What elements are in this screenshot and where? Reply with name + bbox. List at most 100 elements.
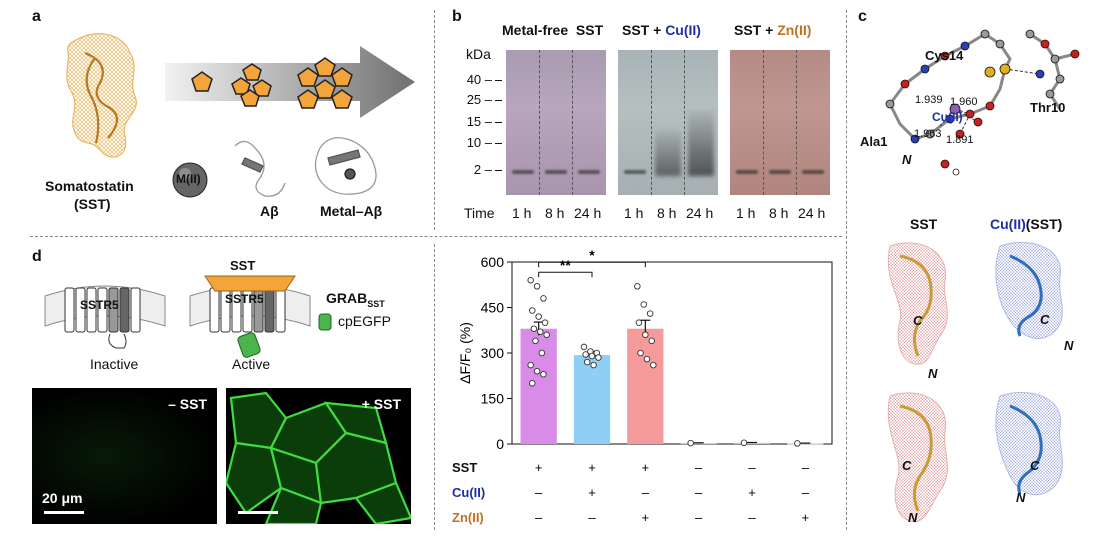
distance-4: 1.891: [946, 134, 974, 146]
term-c-sst-bottom: C: [902, 458, 912, 473]
time-1h: 1 h: [512, 205, 532, 221]
y-tick-label: 600: [481, 254, 505, 270]
sstr5-diagram: [44, 275, 332, 358]
divider-ab: [434, 10, 435, 230]
lane-separator: [684, 50, 685, 195]
data-point: [533, 283, 541, 290]
abeta-ribbon-icon: [234, 140, 286, 197]
condition-mark: +: [588, 485, 596, 500]
chart-frame: [511, 261, 833, 445]
metal-abeta-label: Metal–Aβ: [320, 203, 383, 219]
condition-mark: –: [535, 510, 543, 525]
term-c-sst-top: C: [913, 313, 923, 328]
y-tick-label: 0: [496, 436, 504, 452]
data-point: [634, 283, 641, 290]
gel-band: [769, 170, 791, 174]
data-point: [687, 439, 694, 447]
gel-title-cu-metal: Cu(II): [665, 22, 701, 38]
bar-2: [627, 328, 664, 444]
structure-sst-bottom: [887, 392, 948, 523]
data-point: [646, 310, 654, 317]
data-point: [595, 354, 602, 361]
gel-band: [578, 170, 600, 174]
lane-separator: [763, 50, 764, 195]
pentagon-oligomer-icon: [231, 63, 272, 107]
gel-title-zn-prefix: SST +: [734, 22, 778, 38]
data-point: [533, 367, 541, 375]
atom-label-thr10: Thr10: [1030, 100, 1066, 115]
panel-label-a: a: [32, 8, 41, 25]
condition-mark: +: [748, 485, 756, 500]
gel-metal-free: [506, 50, 606, 195]
gel-title-zn-metal: Zn(II): [777, 22, 812, 38]
condition-row-label: SST: [452, 460, 477, 475]
sst-molecule-icon: [66, 33, 137, 158]
condition-mark: +: [642, 510, 650, 525]
lane-separator: [796, 50, 797, 195]
structure-col-cu-metal: Cu(II): [990, 216, 1026, 232]
lane-separator: [539, 50, 540, 195]
significance-label: *: [589, 250, 595, 263]
grab-label: GRABSST: [326, 290, 385, 309]
receptor-helices-active: [209, 287, 286, 333]
atom-label-cys14: Cys14: [925, 48, 964, 63]
lane-separator: [572, 50, 573, 195]
time-label: Time: [464, 205, 495, 221]
cpegfp-legend-icon: [318, 313, 332, 331]
data-point: [532, 337, 539, 345]
structure-cu-sst-top: [995, 242, 1063, 339]
sst-ligand-icon: [204, 275, 296, 292]
microscopy-plus-sst: + SST: [226, 388, 411, 524]
sst-name-line2: (SST): [74, 196, 111, 212]
abeta-label: Aβ: [260, 203, 279, 219]
y-tick-label: 150: [481, 391, 505, 407]
grab-label-main: GRAB: [326, 290, 368, 306]
kda-tick-25: 25 –: [458, 92, 502, 107]
term-n-sst-top: N: [928, 366, 938, 381]
significance-bracket: [538, 271, 593, 278]
gel-band: [736, 170, 758, 174]
inactive-label: Inactive: [90, 356, 139, 372]
time-8h: 8 h: [657, 205, 677, 221]
y-tick-label: 300: [481, 345, 505, 361]
condition-mark: –: [695, 485, 703, 500]
time-24h: 24 h: [686, 205, 714, 221]
data-point: [541, 319, 549, 326]
time-1h: 1 h: [624, 205, 644, 221]
data-point: [530, 325, 538, 332]
condition-mark: +: [588, 460, 596, 475]
structure-col-sst: SST: [910, 216, 938, 232]
gel-smear: [655, 130, 681, 176]
bar-3: [680, 443, 717, 445]
scale-bar-label: 20 μm: [42, 490, 83, 506]
data-point: [643, 355, 651, 363]
data-point: [642, 331, 649, 339]
divider-bc: [846, 10, 847, 530]
metal-abeta-ribbon-icon: [314, 137, 377, 195]
receptor-helices-inactive: [64, 287, 141, 349]
panel-label-c: c: [858, 8, 867, 25]
gel-title-metal-free: Metal-free SST: [502, 22, 604, 38]
condition-mark: –: [802, 485, 810, 500]
condition-mark: –: [802, 460, 810, 475]
term-n-cu-top: N: [1064, 338, 1074, 353]
condition-mark: –: [642, 485, 650, 500]
distance-1: 1.939: [915, 94, 943, 106]
pentagon-monomer-icon: [191, 71, 213, 92]
condition-row-label: Zn(II): [452, 510, 484, 525]
data-point: [538, 349, 546, 357]
gel-band: [624, 170, 646, 174]
cu-coordination-structure: [885, 29, 1080, 176]
panel-label-b: b: [452, 8, 462, 25]
divider-top-bottom: [30, 236, 842, 237]
time-24h: 24 h: [798, 205, 826, 221]
kda-tick-2: 2 –: [458, 162, 502, 177]
gel-band: [802, 170, 824, 174]
receptor-label-active: SSTR5: [225, 292, 264, 306]
gel-cu: [618, 50, 718, 195]
receptor-label-inactive: SSTR5: [80, 298, 119, 312]
gel-band: [512, 170, 534, 174]
structure-col-cu-rest: (SST): [1025, 216, 1063, 232]
significance-bracket: [538, 261, 646, 268]
cpegfp-label: cpEGFP: [338, 313, 391, 329]
